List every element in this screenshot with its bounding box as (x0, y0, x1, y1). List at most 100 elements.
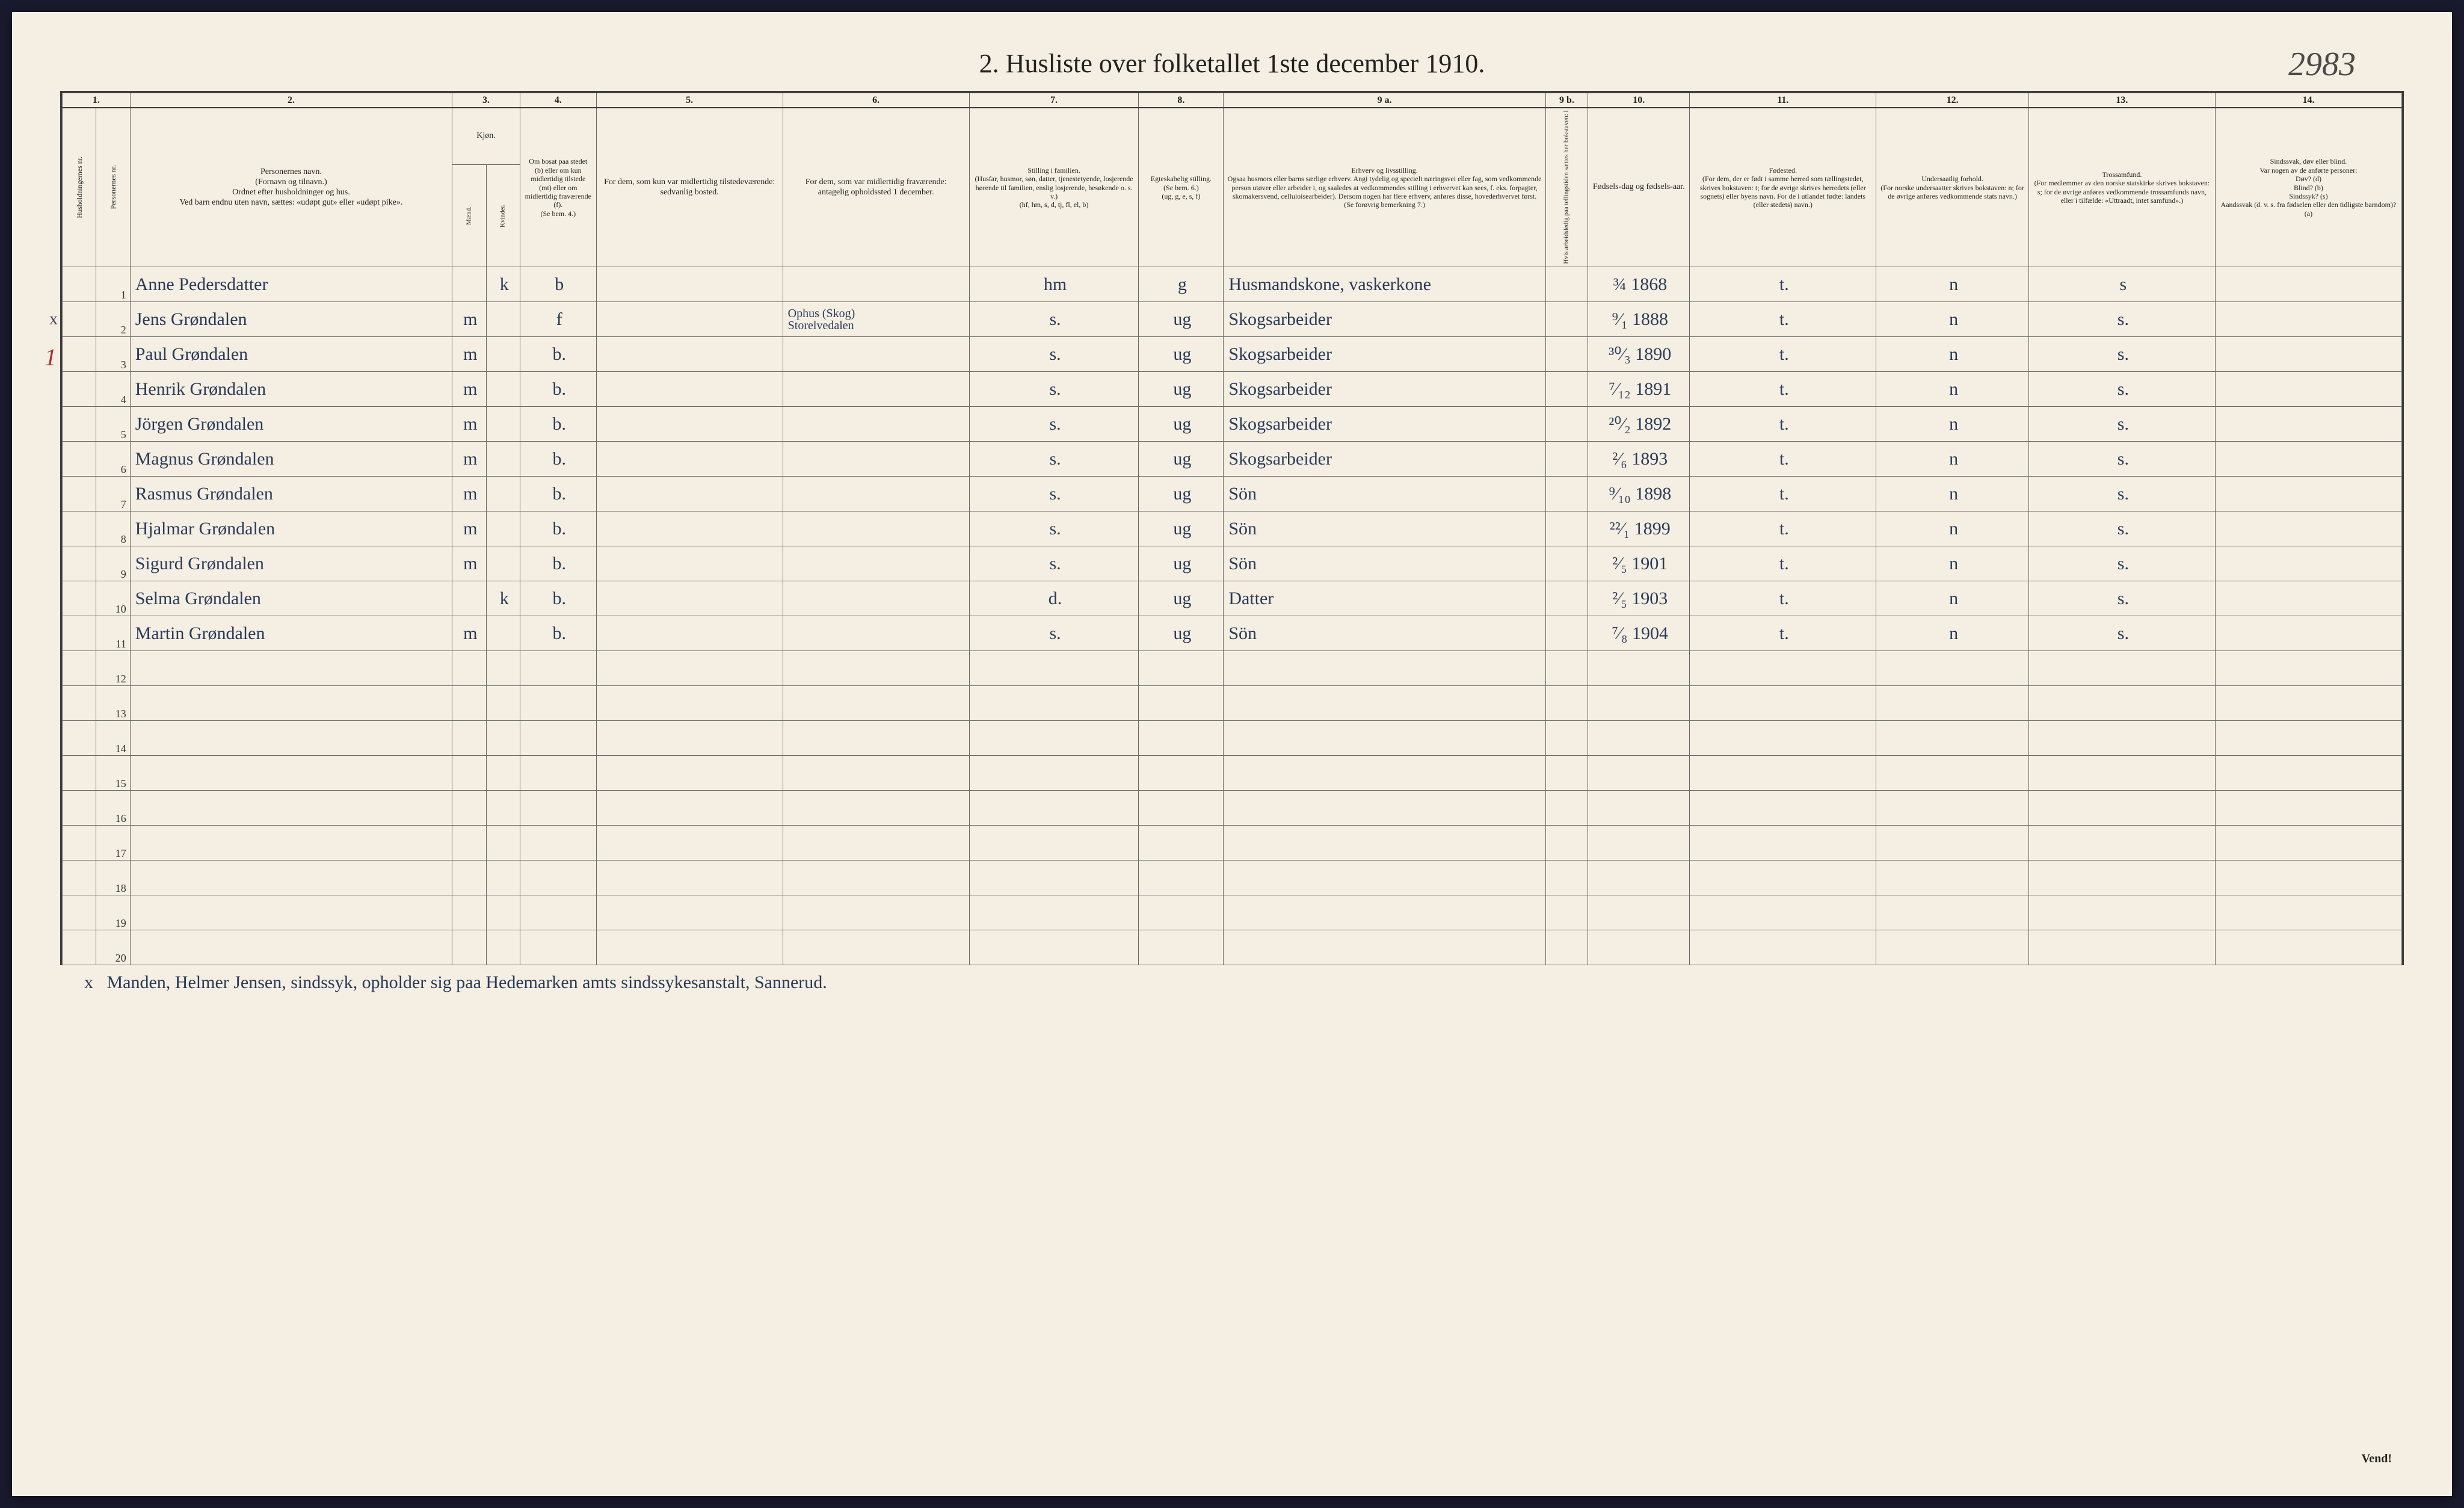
cell (63, 756, 96, 791)
cell (63, 651, 96, 686)
cell (596, 442, 783, 477)
cell (1588, 756, 1690, 791)
cell: ug (1139, 546, 1224, 581)
table-row: 10Selma Grøndalenkb.d.ugDatter²⁄₅ 1903t.… (63, 581, 2402, 616)
cell (783, 756, 969, 791)
cell: k (486, 581, 520, 616)
cell (596, 651, 783, 686)
cell: ³⁰⁄₃ 1890 (1588, 337, 1690, 372)
cell: n (1876, 442, 2029, 477)
table-body: 1Anne PedersdatterkbhmgHusmandskone, vas… (63, 267, 2402, 965)
cell (63, 302, 96, 337)
cell (1876, 930, 2029, 965)
cell (2215, 756, 2401, 791)
cell: 7 (96, 477, 130, 511)
cell (1139, 721, 1224, 756)
cell: k (486, 267, 520, 302)
cell (1690, 895, 1876, 930)
margin-mark-x: x (49, 310, 58, 329)
cell: ²²⁄₁ 1899 (1588, 511, 1690, 546)
cell: Skogsarbeider (1224, 337, 1545, 372)
cell (1876, 895, 2029, 930)
cell (969, 791, 1139, 826)
cell: s. (2028, 372, 2215, 407)
cell (1545, 442, 1588, 477)
cell: ug (1139, 581, 1224, 616)
cell: n (1876, 581, 2029, 616)
cell (63, 581, 96, 616)
cell: 16 (96, 791, 130, 826)
cell: s. (969, 302, 1139, 337)
col-header-res: Om bosat paa stedet (b) eller om kun mid… (520, 108, 596, 267)
cell: n (1876, 477, 2029, 511)
cell: t. (1690, 372, 1876, 407)
cell: ⁹⁄₁ 1888 (1588, 302, 1690, 337)
cell (452, 756, 486, 791)
cell (1876, 756, 2029, 791)
cell: g (1139, 267, 1224, 302)
cell (783, 686, 969, 721)
cell (486, 721, 520, 756)
cell (520, 895, 596, 930)
cell (1545, 477, 1588, 511)
colnum-3: 3. (452, 93, 520, 108)
footnote-mark: x (84, 972, 93, 992)
col-header-occ: Erhverv og livsstilling. Ogsaa husmors e… (1224, 108, 1545, 267)
cell: s. (2028, 337, 2215, 372)
cell: t. (1690, 337, 1876, 372)
cell (1139, 930, 1224, 965)
cell: f (520, 302, 596, 337)
cell (63, 686, 96, 721)
cell (1224, 895, 1545, 930)
cell (520, 861, 596, 895)
table-row: 15 (63, 756, 2402, 791)
cell: ²⁰⁄₂ 1892 (1588, 407, 1690, 442)
title-row: 2. Husliste over folketallet 1ste decemb… (60, 48, 2404, 79)
cell: t. (1690, 407, 1876, 442)
colnum-7: 7. (969, 93, 1139, 108)
cell (2215, 930, 2401, 965)
cell: Rasmus Grøndalen (130, 477, 452, 511)
cell (783, 546, 969, 581)
cell (2215, 477, 2401, 511)
colnum-9b: 9 b. (1545, 93, 1588, 108)
cell (1545, 651, 1588, 686)
table-row: 14 (63, 721, 2402, 756)
cell: Skogsarbeider (1224, 407, 1545, 442)
cell: Sön (1224, 511, 1545, 546)
cell (596, 267, 783, 302)
cell: d. (969, 581, 1139, 616)
cell (596, 791, 783, 826)
cell (1588, 791, 1690, 826)
cell (2215, 442, 2401, 477)
cell: 5 (96, 407, 130, 442)
cell (452, 267, 486, 302)
cell (1690, 756, 1876, 791)
cell: b (520, 267, 596, 302)
cell: b. (520, 581, 596, 616)
cell: 6 (96, 442, 130, 477)
cell: Martin Grøndalen (130, 616, 452, 651)
cell: b. (520, 372, 596, 407)
cell (596, 337, 783, 372)
cell: s. (2028, 407, 2215, 442)
cell (130, 651, 452, 686)
cell (969, 756, 1139, 791)
cell (1545, 791, 1588, 826)
table-row: 18 (63, 861, 2402, 895)
cell: m (452, 477, 486, 511)
cell (1139, 686, 1224, 721)
cell (1690, 791, 1876, 826)
cell (63, 616, 96, 651)
cell: b. (520, 546, 596, 581)
cell: ug (1139, 511, 1224, 546)
col-header-birthplace: Fødested. (For dem, der er født i samme … (1690, 108, 1876, 267)
col-header-fam: Stilling i familien. (Husfar, husmor, sø… (969, 108, 1139, 267)
cell (1545, 546, 1588, 581)
col-header-usual: For dem, som kun var midlertidig tilsted… (596, 108, 783, 267)
cell (2215, 546, 2401, 581)
cell (452, 930, 486, 965)
cell (2028, 791, 2215, 826)
cell (63, 721, 96, 756)
cell: Sön (1224, 546, 1545, 581)
